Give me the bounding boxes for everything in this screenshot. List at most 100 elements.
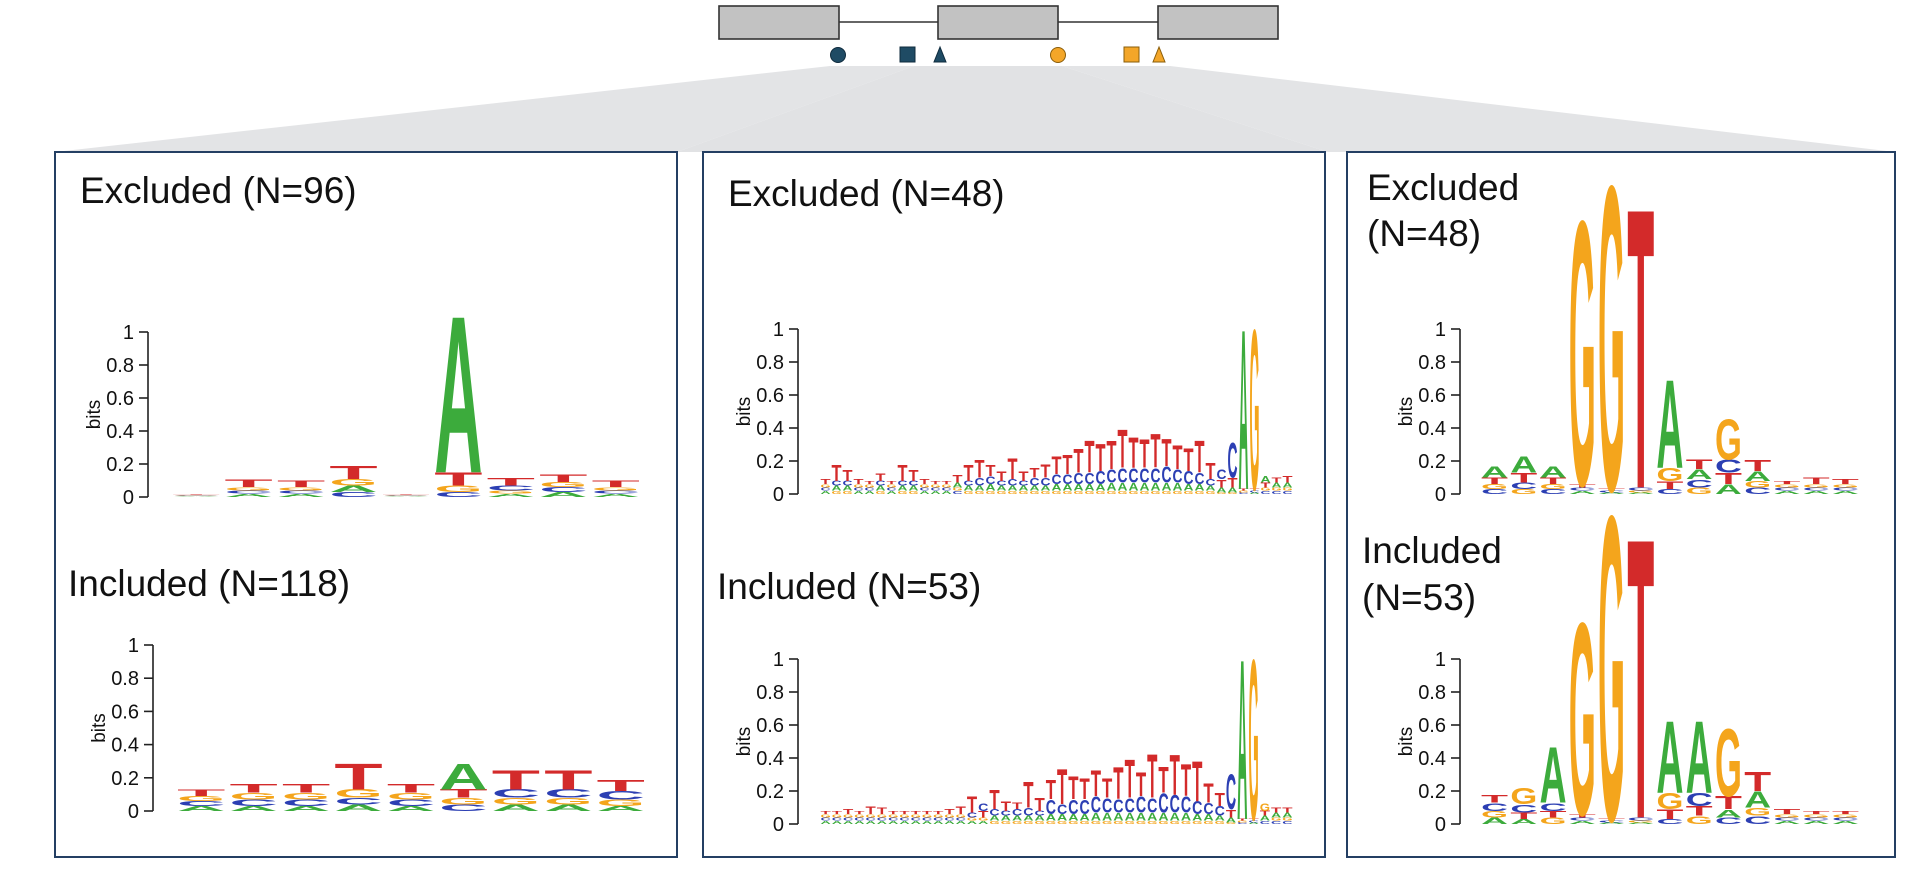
logo-letter-G: G: [875, 490, 885, 495]
logo-letter-T: T: [1128, 429, 1138, 478]
logo-letter-C: C: [1041, 476, 1051, 489]
logo-letter-C: C: [1715, 816, 1742, 826]
logo-letter-G: G: [1249, 283, 1259, 538]
logo-letter-C: C: [1627, 487, 1654, 492]
logo-letter-C: C: [989, 808, 999, 818]
logo-letter-A: A: [1540, 731, 1567, 820]
logo-letter-T: T: [1569, 483, 1596, 488]
logo-letter-G: G: [832, 813, 842, 818]
logo-letter-A: A: [382, 496, 430, 497]
logo-letter-T: T: [1052, 452, 1062, 480]
fan-connector-panel-1: [55, 66, 914, 152]
logo-letter-C: C: [1181, 792, 1191, 818]
logo-letter-A: A: [1113, 811, 1123, 824]
logo-letter-G: G: [1686, 814, 1713, 827]
logo-letter-A: A: [1195, 483, 1205, 493]
logo-letter-C: C: [964, 480, 974, 488]
y-tick-label: 0.4: [1418, 418, 1446, 440]
logo-letter-C: C: [1019, 480, 1029, 488]
logo-letter-T: T: [1192, 750, 1202, 814]
logo-letter-G: G: [1140, 490, 1150, 495]
logo-letter-G: G: [930, 483, 940, 488]
logo-letter-T: T: [1773, 480, 1800, 485]
logo-letter-C: C: [1085, 470, 1095, 488]
logo-letter-C: C: [1540, 488, 1567, 496]
logo-letter-G: G: [1057, 820, 1067, 825]
logo-letter-G: G: [1510, 488, 1537, 496]
logo-letter-T: T: [1158, 760, 1168, 801]
logo-letter-G: G: [1773, 813, 1800, 818]
logo-letter-G: G: [842, 490, 852, 495]
logo-letter-C: C: [1481, 488, 1508, 496]
logo-letter-A: A: [1510, 818, 1537, 826]
logo-letter-C: C: [1569, 487, 1596, 492]
logo-letter-A: A: [1569, 820, 1596, 825]
logo-letter-C: C: [1057, 802, 1067, 817]
logo-letter-C: C: [956, 817, 966, 822]
logo-letter-A: A: [1151, 481, 1161, 494]
logo-letter-A: A: [1203, 813, 1213, 823]
logo-letter-A: A: [1657, 355, 1684, 496]
logo-letter-T: T: [898, 460, 908, 486]
logo-letter-G: G: [1034, 820, 1044, 825]
logo-letter-T: T: [1540, 476, 1567, 486]
logo-letter-G: G: [1106, 490, 1116, 495]
logo-letter-G: G: [888, 813, 898, 818]
logo-letter-G: G: [820, 813, 830, 818]
logo-letter-T: T: [1657, 479, 1684, 492]
logo-letter-G: G: [1540, 483, 1567, 491]
logo-letter-A: A: [1272, 481, 1282, 489]
logo-title-excluded: Excluded (N=96): [80, 170, 357, 211]
logo-letter-A: A: [1184, 483, 1194, 493]
logo-letter-T: T: [1540, 809, 1567, 819]
logo-letter-A: A: [1063, 483, 1073, 493]
logo-letter-G: G: [997, 490, 1007, 495]
logo-letter-G: G: [1085, 490, 1095, 495]
y-tick-label: 0: [773, 814, 784, 836]
logo-letter-C: C: [1008, 478, 1018, 488]
logo-letter-C: C: [865, 487, 875, 492]
logo-title-sample-size: (N=53): [1362, 577, 1476, 618]
logo-letter-T: T: [592, 479, 640, 489]
logo-letter-T: T: [964, 460, 974, 486]
logo-letter-A: A: [1510, 452, 1537, 478]
logo-letter-C: C: [282, 798, 330, 808]
logo-letter-G: G: [1041, 490, 1051, 495]
logo-letter-T: T: [978, 809, 988, 819]
logo-letter-G: G: [1282, 817, 1292, 822]
logo-letter-A: A: [172, 496, 220, 497]
logo-letter-G: G: [1715, 709, 1742, 817]
logo-letter-A: A: [997, 485, 1007, 493]
logo-letter-T: T: [277, 479, 325, 489]
logo-letter-C: C: [909, 480, 919, 488]
logo-letter-T: T: [1272, 476, 1282, 484]
logo-letter-T: T: [1080, 772, 1090, 806]
logo-letter-C: C: [1228, 432, 1238, 489]
logo-letter-A: A: [1085, 483, 1095, 493]
logo-letter-C: C: [1803, 817, 1830, 822]
logo-letter-C: C: [832, 817, 842, 822]
logo-letter-C: C: [866, 817, 876, 822]
y-tick-label: 0.6: [1418, 715, 1446, 737]
logo-letter-C: C: [1173, 466, 1183, 486]
logo-letter-A: A: [1102, 811, 1112, 824]
logo-letter-C: C: [1215, 803, 1225, 818]
logo-letter-A: A: [1162, 481, 1172, 494]
logo-letter-A: A: [1023, 815, 1033, 823]
logo-letter-T: T: [1569, 813, 1596, 818]
logo-letter-C: C: [911, 817, 921, 822]
logo-letter-G: G: [1598, 425, 1625, 873]
logo-letter-G: G: [963, 490, 973, 495]
logo-letter-G: G: [1183, 490, 1193, 495]
logo-letter-G: G: [1481, 809, 1508, 819]
logo-letter-C: C: [1773, 817, 1800, 822]
logo-letter-C: C: [1147, 794, 1157, 817]
logo-letter-C: C: [1125, 794, 1135, 817]
logo-letter-A: A: [1125, 811, 1135, 824]
logo-letter-A: A: [1598, 492, 1625, 495]
logo-letter-A: A: [1283, 481, 1293, 489]
logo-letter-G: G: [1096, 490, 1106, 495]
logo-letter-A: A: [967, 820, 977, 825]
logo-letter-A: A: [854, 820, 864, 825]
